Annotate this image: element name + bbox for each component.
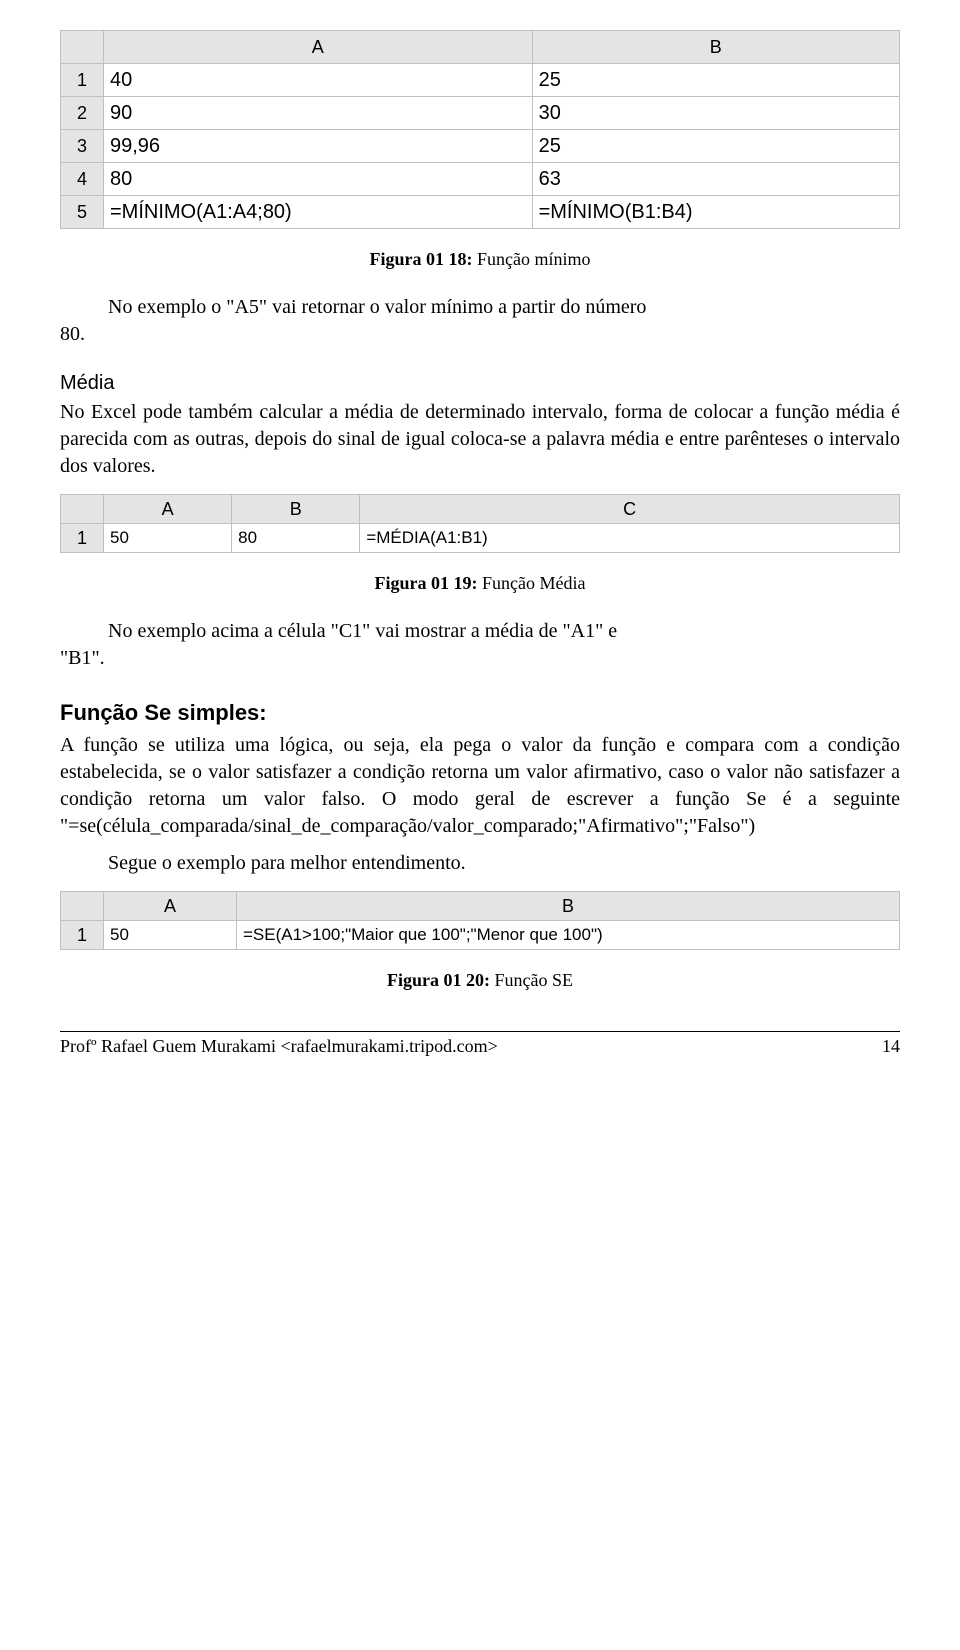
corner-cell <box>61 31 104 64</box>
row-header: 1 <box>61 921 104 950</box>
col-header-a: A <box>104 495 232 524</box>
cell: 80 <box>104 163 533 196</box>
row-header: 4 <box>61 163 104 196</box>
cell: 63 <box>532 163 899 196</box>
cell: =MÍNIMO(B1:B4) <box>532 196 899 229</box>
cell: 80 <box>232 524 360 553</box>
caption-bold: Figura 01 18: <box>370 249 473 269</box>
paragraph-se-1: A função se utiliza uma lógica, ou seja,… <box>60 732 900 840</box>
row-header: 1 <box>61 524 104 553</box>
paragraph-fig18-left: 80. <box>60 321 900 348</box>
paragraph-fig18-body: No exemplo o "A5" vai retornar o valor m… <box>60 294 900 321</box>
footer-page-number: 14 <box>882 1036 900 1057</box>
col-header-b: B <box>532 31 899 64</box>
caption-text: Função Média <box>478 573 586 593</box>
cell: 90 <box>104 97 533 130</box>
cell: =MÍNIMO(A1:A4;80) <box>104 196 533 229</box>
paragraph-media: No Excel pode também calcular a média de… <box>60 399 900 480</box>
cell: 50 <box>104 524 232 553</box>
spreadsheet-media: A B C 1 50 80 =MÉDIA(A1:B1) <box>60 494 900 553</box>
cell: 25 <box>532 130 899 163</box>
col-header-a: A <box>104 31 533 64</box>
col-header-b: B <box>237 892 900 921</box>
figure-caption-18: Figura 01 18: Função mínimo <box>60 249 900 270</box>
caption-text: Função mínimo <box>473 249 591 269</box>
page-footer: Profº Rafael Guem Murakami <rafaelmuraka… <box>60 1036 900 1057</box>
row-header: 5 <box>61 196 104 229</box>
page-content: A B 1 40 25 2 90 30 3 99,96 25 4 80 63 5… <box>0 0 960 1087</box>
caption-text: Função SE <box>490 970 573 990</box>
corner-cell <box>61 495 104 524</box>
col-header-a: A <box>104 892 237 921</box>
caption-bold: Figura 01 19: <box>375 573 478 593</box>
footer-author: Profº Rafael Guem Murakami <rafaelmuraka… <box>60 1036 498 1057</box>
section-media-title: Média <box>60 372 900 395</box>
col-header-b: B <box>232 495 360 524</box>
row-header: 1 <box>61 64 104 97</box>
paragraph-fig19-body: No exemplo acima a célula "C1" vai mostr… <box>60 618 900 645</box>
caption-bold: Figura 01 20: <box>387 970 490 990</box>
cell: =SE(A1>100;"Maior que 100";"Menor que 10… <box>237 921 900 950</box>
footer-divider <box>60 1031 900 1032</box>
spreadsheet-se: A B 1 50 =SE(A1>100;"Maior que 100";"Men… <box>60 891 900 950</box>
row-header: 2 <box>61 97 104 130</box>
figure-caption-20: Figura 01 20: Função SE <box>60 970 900 991</box>
col-header-c: C <box>360 495 900 524</box>
spreadsheet-minimo: A B 1 40 25 2 90 30 3 99,96 25 4 80 63 5… <box>60 30 900 229</box>
section-se-title: Função Se simples: <box>60 700 900 726</box>
cell: 40 <box>104 64 533 97</box>
row-header: 3 <box>61 130 104 163</box>
paragraph-se-2: Segue o exemplo para melhor entendimento… <box>60 850 900 877</box>
cell: 50 <box>104 921 237 950</box>
cell: 25 <box>532 64 899 97</box>
cell: =MÉDIA(A1:B1) <box>360 524 900 553</box>
cell: 99,96 <box>104 130 533 163</box>
paragraph-fig19-left: "B1". <box>60 645 900 672</box>
corner-cell <box>61 892 104 921</box>
cell: 30 <box>532 97 899 130</box>
figure-caption-19: Figura 01 19: Função Média <box>60 573 900 594</box>
